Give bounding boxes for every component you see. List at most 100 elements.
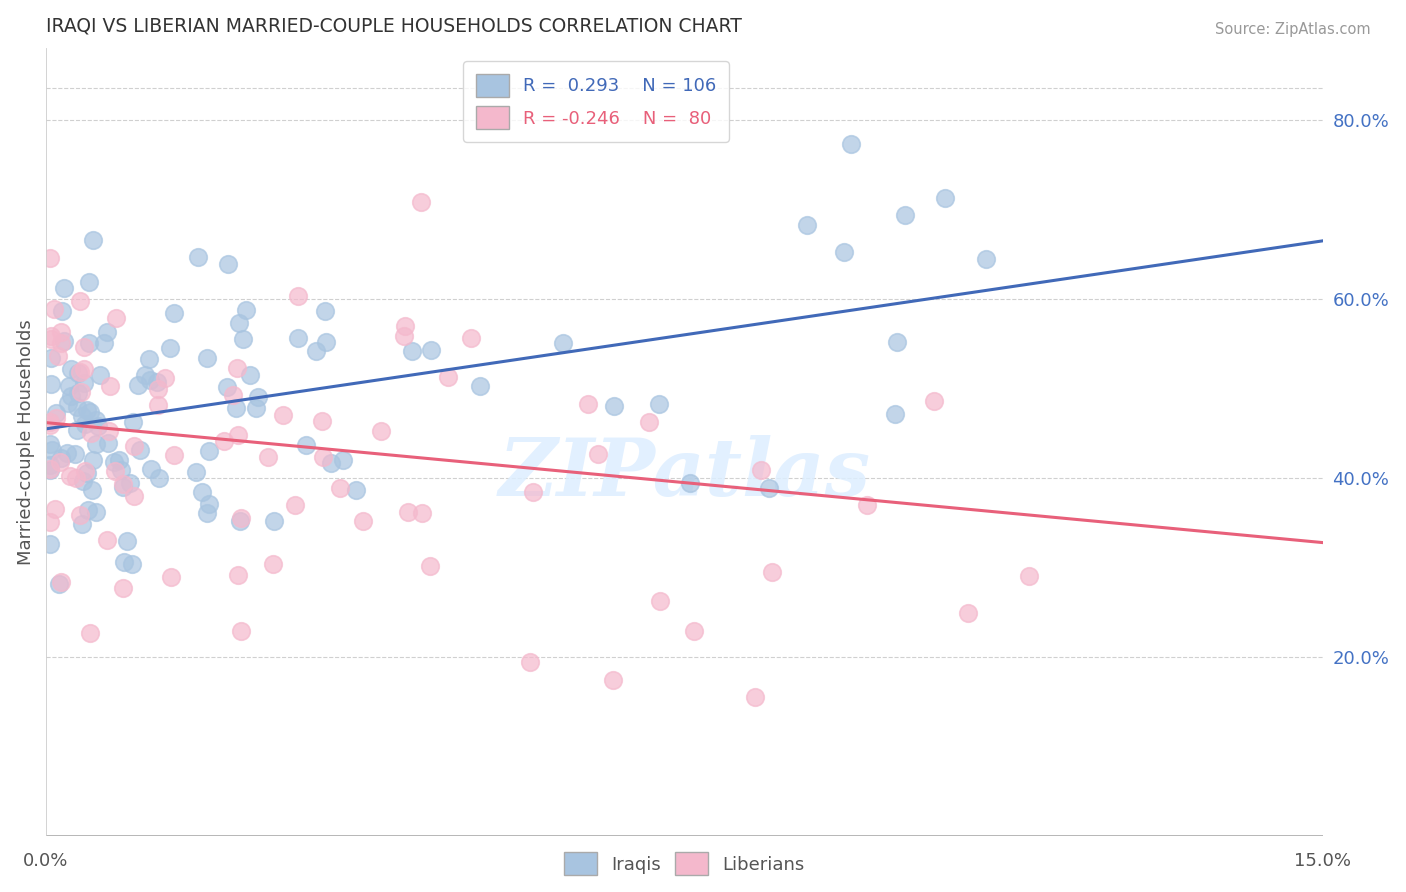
Point [82,233,104,247]
Point [39,462,62,476]
Point [470,378,492,392]
Point [79,336,101,351]
Point [163,306,186,320]
Point [112,480,135,494]
Text: ZIPatlas: ZIPatlas [498,435,870,513]
Point [884,407,907,421]
Point [69,294,91,309]
Point [118,475,141,490]
Point [129,442,152,457]
Point [97,436,120,450]
Point [70,409,93,424]
Point [39,332,62,346]
Point [65,447,87,461]
Point [96,325,118,339]
Point [148,471,170,485]
Point [48,454,70,468]
Point [44,501,66,516]
Point [41,442,63,457]
Point [191,485,214,500]
Point [51,304,73,318]
Point [75,464,97,478]
Point [98,379,121,393]
Point [956,606,979,620]
Point [127,378,149,392]
Point [796,218,818,232]
Point [263,514,285,528]
Point [52,334,75,348]
Point [638,415,661,429]
Point [86,437,108,451]
Point [122,439,145,453]
Point [184,465,207,479]
Point [319,456,342,470]
Point [934,191,956,205]
Text: Source: ZipAtlas.com: Source: ZipAtlas.com [1215,22,1371,37]
Point [229,514,252,528]
Point [305,343,328,358]
Point [586,447,609,461]
Point [73,362,96,376]
Point [66,401,89,415]
Point [141,462,163,476]
Point [46,349,69,363]
Point [246,390,269,404]
Point [39,351,62,365]
Point [839,136,862,151]
Point [329,482,352,496]
Point [48,577,70,591]
Point [522,484,544,499]
Point [217,257,239,271]
Point [80,483,103,498]
Point [922,394,945,409]
Point [69,365,91,379]
Point [69,508,91,522]
Point [749,463,772,477]
Point [287,331,309,345]
Point [886,334,908,349]
Point [401,343,423,358]
Point [44,406,66,420]
Point [197,351,219,365]
Point [228,316,250,330]
Point [551,336,574,351]
Point [974,252,997,267]
Point [72,474,94,488]
Point [519,655,541,669]
Point [332,453,354,467]
Point [39,515,62,529]
Point [411,506,433,520]
Point [115,533,138,548]
Point [79,626,101,640]
Point [82,453,104,467]
Point [112,476,135,491]
Point [226,360,249,375]
Point [153,370,176,384]
Point [832,245,855,260]
Y-axis label: Married-couple Households: Married-couple Households [17,319,35,566]
Point [744,690,766,705]
Point [53,281,76,295]
Point [146,399,169,413]
Point [104,464,127,478]
Point [110,463,132,477]
Point [49,575,72,590]
Point [159,569,181,583]
Point [411,194,433,209]
Point [39,437,62,451]
Point [77,275,100,289]
Point [59,362,82,376]
Point [312,450,335,464]
Point [84,505,107,519]
Point [112,581,135,595]
Point [97,424,120,438]
Point [66,366,89,380]
Point [146,382,169,396]
Point [287,289,309,303]
Point [121,557,143,571]
Point [42,301,65,316]
Point [225,401,247,416]
Point [392,328,415,343]
Point [112,555,135,569]
Point [76,466,98,480]
